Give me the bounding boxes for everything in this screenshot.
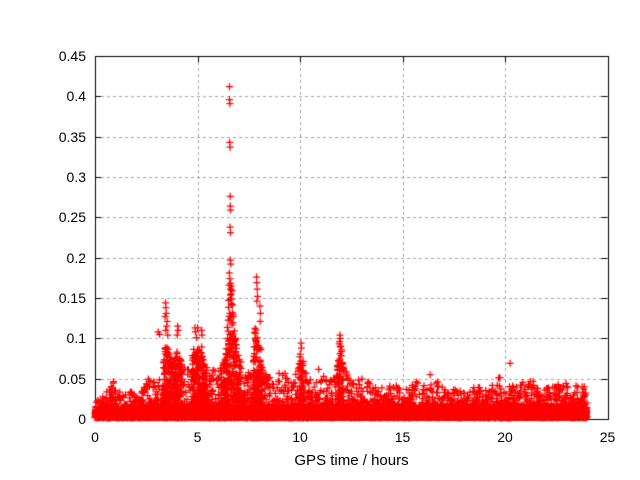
x-axis-label: GPS time / hours <box>294 452 409 469</box>
x-tick-label: 10 <box>292 429 308 445</box>
y-tick-label: 0.45 <box>58 48 86 64</box>
y-tick-label: 0.35 <box>58 128 86 145</box>
y-tick-label: 0.25 <box>58 209 86 226</box>
y-tick-label: 0.15 <box>58 290 86 306</box>
y-tick-label: 0.1 <box>66 330 86 347</box>
y-tick-label: 0.3 <box>66 169 86 185</box>
x-tick-label: 5 <box>193 429 202 445</box>
y-tick-label: 0.4 <box>66 88 86 105</box>
x-tick-label: 15 <box>394 429 411 445</box>
y-tick-label: 0.05 <box>58 370 86 387</box>
x-tick-label: 0 <box>91 429 99 445</box>
y-tick-label: 0.2 <box>66 249 86 266</box>
y-tick-label: 0 <box>78 411 86 427</box>
x-tick-label: 20 <box>497 429 513 445</box>
x-tick-label: 25 <box>599 429 616 445</box>
